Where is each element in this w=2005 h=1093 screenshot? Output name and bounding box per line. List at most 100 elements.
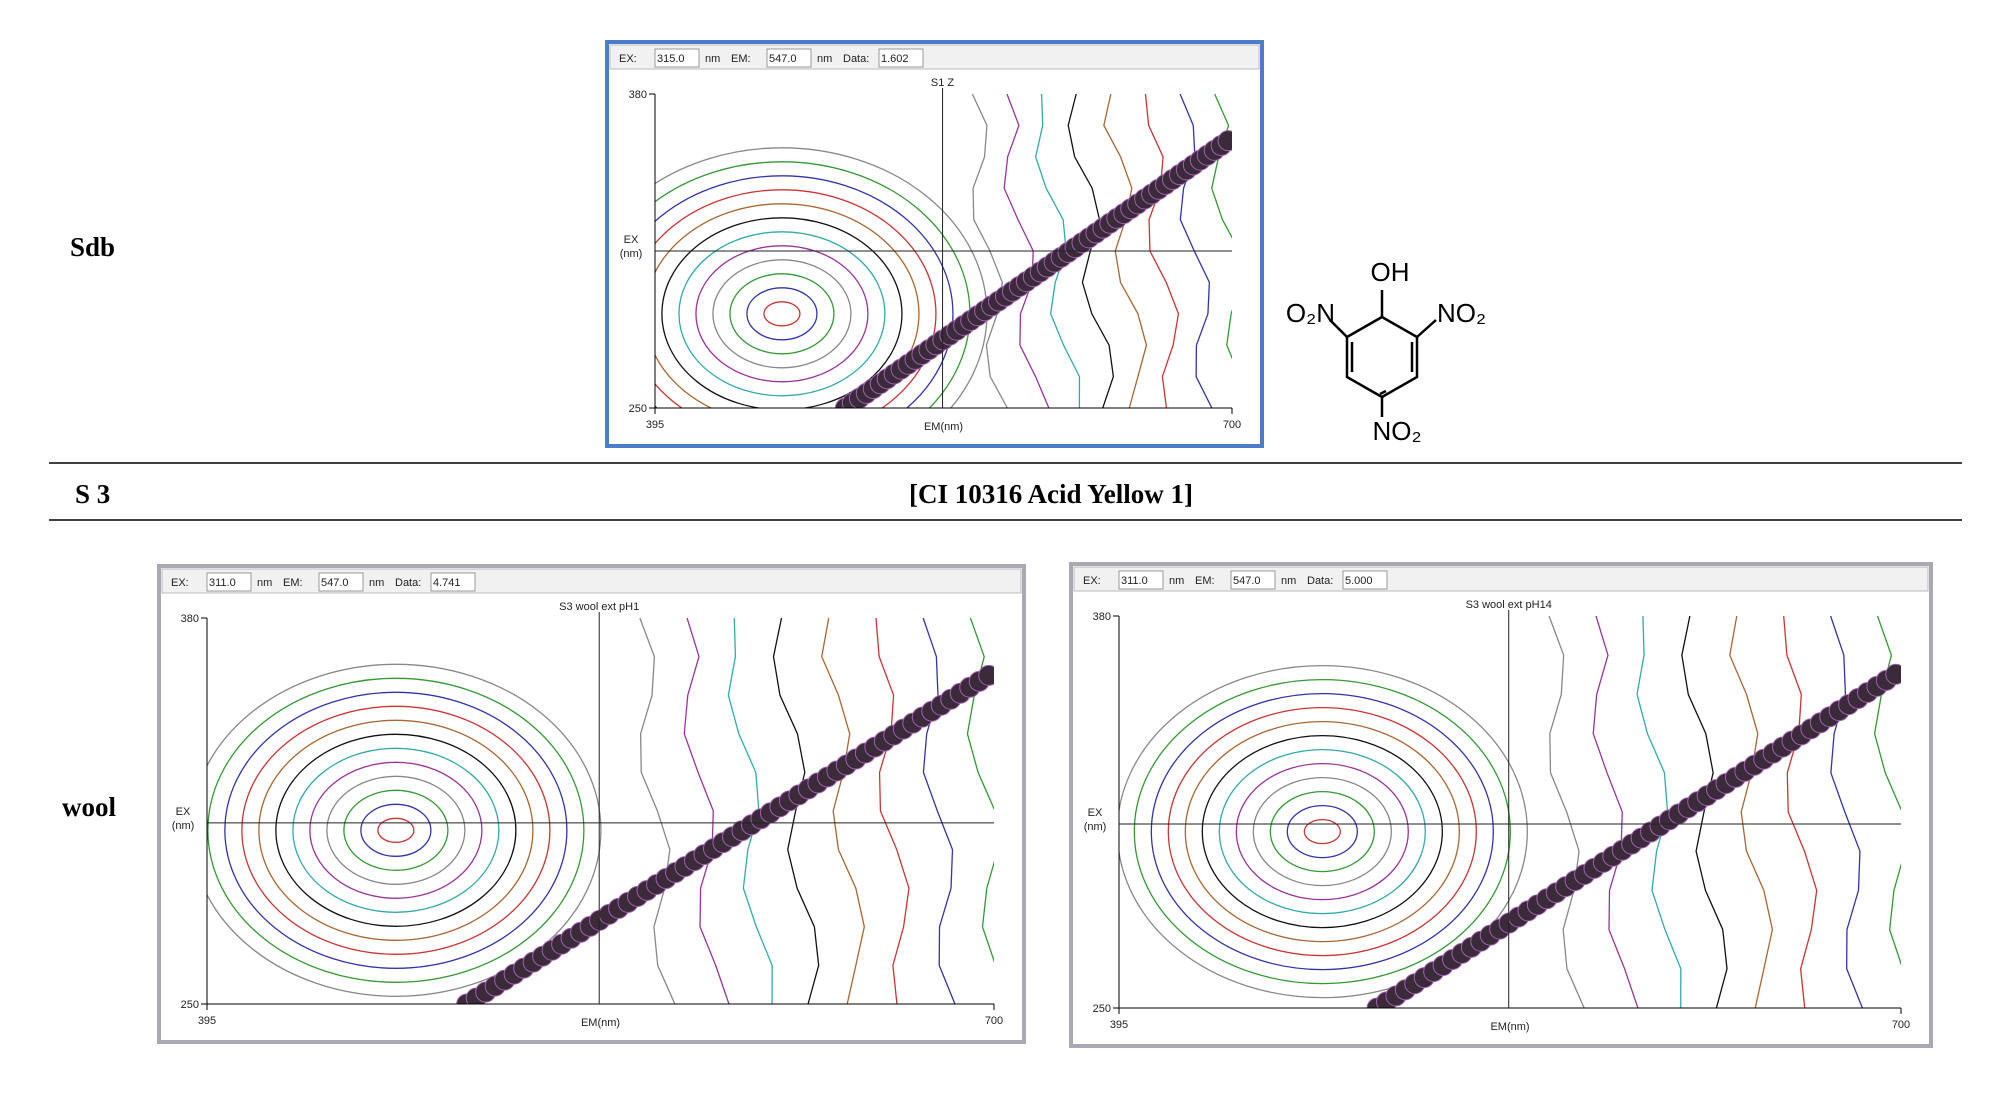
scatter-band <box>1217 130 1232 152</box>
y-axis-label: EX <box>176 806 191 818</box>
header-field <box>430 572 476 592</box>
header-text: 547.0 <box>769 53 797 65</box>
contour-line <box>1729 616 1774 1008</box>
y-tick-label: 380 <box>629 89 647 101</box>
section-id: S 3 <box>75 479 110 509</box>
y-tick-label: 250 <box>1093 1003 1111 1015</box>
contour-line <box>326 775 466 885</box>
row-label: wool <box>62 792 116 822</box>
contour-line <box>922 618 956 1004</box>
contour-line <box>1167 706 1477 957</box>
contours <box>1119 616 1901 1008</box>
y-tick-label: 250 <box>181 999 199 1011</box>
y-axis-label: EX <box>624 234 639 246</box>
header-text: nm <box>257 577 272 589</box>
contour-line <box>712 259 852 369</box>
header-field <box>1230 570 1276 590</box>
y-axis-label: (nm) <box>172 820 195 832</box>
header-text: nm <box>369 577 384 589</box>
header-text: 315.0 <box>657 53 685 65</box>
header-text: 311.0 <box>209 577 236 589</box>
panel-title: S1 Z <box>931 77 955 89</box>
contour-line <box>1269 790 1375 873</box>
header-field <box>206 572 252 592</box>
panel-frame <box>605 40 1264 448</box>
x-axis-label: EM(nm) <box>1490 1021 1529 1033</box>
x-axis-label: EM(nm) <box>924 421 963 433</box>
contour-line <box>343 789 449 871</box>
contour-line <box>821 618 865 1004</box>
x-tick-label: 395 <box>198 1015 216 1027</box>
contour-line <box>746 287 818 341</box>
header-text: 5.000 <box>1345 575 1373 587</box>
x-axis-label: EM(nm) <box>581 1017 620 1029</box>
contour-line <box>772 618 820 1004</box>
panel-title: S3 wool ext pH14 <box>1466 599 1552 611</box>
substituent: O₂N <box>1286 298 1335 328</box>
header-text: Data: <box>1307 575 1333 587</box>
contour-line <box>207 677 585 983</box>
contour-line <box>1681 616 1728 1008</box>
contour-line <box>241 705 551 955</box>
header-text: EX: <box>619 53 637 65</box>
header-field <box>878 48 924 68</box>
header-text: nm <box>1281 575 1296 587</box>
row-label: Sdb <box>70 232 115 262</box>
header-text: EM: <box>1195 575 1215 587</box>
y-axis-label: EX <box>1088 807 1103 819</box>
contour-line <box>360 803 432 857</box>
header-text: EX: <box>171 577 189 589</box>
contour-line <box>763 301 801 327</box>
contour-line <box>1150 692 1494 971</box>
header-text: nm <box>705 53 720 65</box>
contour-line <box>207 663 602 997</box>
contour-line <box>1548 616 1585 1008</box>
panel-frame <box>157 564 1026 1044</box>
panel-header <box>161 568 1022 594</box>
header-field <box>1118 570 1164 590</box>
contour-line <box>655 175 954 408</box>
substituent: NO₂ <box>1372 416 1421 446</box>
contours <box>655 94 1232 408</box>
contour-line <box>1235 762 1409 901</box>
x-tick-label: 395 <box>1110 1019 1128 1031</box>
contour-line <box>655 189 937 408</box>
contour-line <box>661 217 903 408</box>
contour-line <box>678 231 886 397</box>
contour-line <box>875 618 910 1004</box>
header-text: 1.602 <box>881 53 909 65</box>
header-text: 311.0 <box>1121 575 1148 587</box>
spectrum-panel: EX: 311.0 nm EM: 547.0 nm Data: 5.000 250 395 380 7… <box>1069 562 1933 1048</box>
contour-line <box>224 691 568 969</box>
contour-line <box>639 618 676 1004</box>
header-text: nm <box>817 53 832 65</box>
scatter-band <box>978 664 994 686</box>
contour-line <box>1201 734 1443 929</box>
chemical-structure <box>1329 290 1437 417</box>
spectrum-panel: EX: 311.0 nm EM: 547.0 nm Data: 4.741 250 395 380 7… <box>157 564 1026 1044</box>
y-tick-label: 380 <box>181 613 199 625</box>
y-tick-label: 380 <box>1093 611 1111 623</box>
header-text: EX: <box>1083 575 1101 587</box>
y-axis-label: (nm) <box>620 248 643 260</box>
contour-line <box>1218 748 1426 915</box>
header-text: 547.0 <box>321 577 349 589</box>
header-text: 4.741 <box>433 577 461 589</box>
header-text: Data: <box>395 577 421 589</box>
contour-line <box>1592 616 1639 1008</box>
spectrum-panel: EX: 315.0 nm EM: 547.0 nm Data: 1.602 250 395 380 7… <box>605 40 1264 448</box>
x-tick-label: 700 <box>1892 1019 1910 1031</box>
header-field <box>1342 570 1388 590</box>
contour-line <box>729 273 835 355</box>
header-text: EM: <box>283 577 303 589</box>
section-title: [CI 10316 Acid Yellow 1] <box>909 479 1193 509</box>
contour-line <box>683 618 730 1004</box>
panel-header <box>609 44 1260 70</box>
panel-title: S3 wool ext pH1 <box>559 601 639 613</box>
substituent: NO₂ <box>1437 298 1486 328</box>
contour-line <box>1286 804 1358 859</box>
header-text: Data: <box>843 53 869 65</box>
y-axis-label: (nm) <box>1084 821 1107 833</box>
contours <box>207 618 994 1004</box>
